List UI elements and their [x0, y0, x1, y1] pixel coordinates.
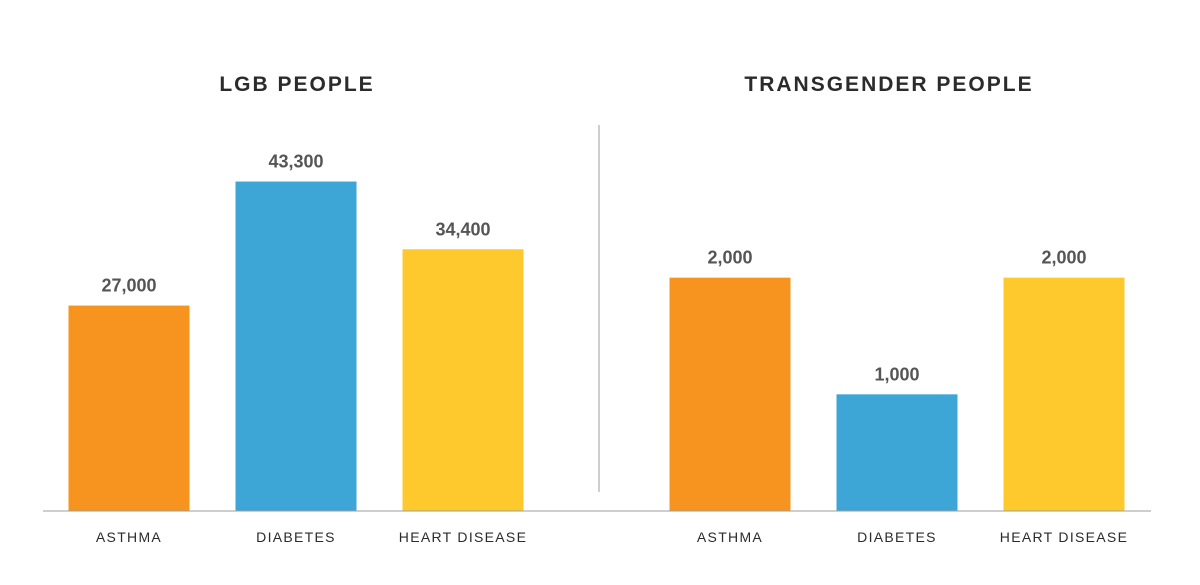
- value-label-transgender-heart-disease: 2,000: [1041, 248, 1086, 268]
- panel-title-transgender: TRANSGENDER PEOPLE: [744, 73, 1033, 96]
- value-label-lgb-asthma: 27,000: [101, 276, 156, 296]
- value-label-transgender-asthma: 2,000: [707, 248, 752, 268]
- category-label-transgender-heart-disease: HEART DISEASE: [1000, 529, 1128, 545]
- value-label-lgb-diabetes: 43,300: [268, 152, 323, 172]
- bar-lgb-diabetes: [235, 181, 357, 512]
- category-label-transgender-diabetes: DIABETES: [857, 529, 937, 545]
- bar-lgb-heart-disease: [402, 249, 524, 511]
- category-label-lgb-diabetes: DIABETES: [256, 529, 336, 545]
- bar-transgender-asthma: [669, 277, 791, 511]
- value-label-transgender-diabetes: 1,000: [874, 364, 919, 384]
- category-label-transgender-asthma: ASTHMA: [697, 529, 763, 545]
- panel-lgb: LGB PEOPLE 27,000 ASTHMA 43,300 DIABETES 34,…: [68, 73, 527, 545]
- panel-title-lgb: LGB PEOPLE: [219, 73, 374, 96]
- category-label-lgb-heart-disease: HEART DISEASE: [399, 529, 527, 545]
- value-label-lgb-heart-disease: 34,400: [435, 219, 490, 239]
- bar-transgender-diabetes: [836, 394, 958, 511]
- bar-lgb-asthma: [68, 305, 190, 511]
- bar-transgender-heart-disease: [1003, 277, 1125, 511]
- panel-transgender: TRANSGENDER PEOPLE 2,000 ASTHMA 1,000 DIABE…: [669, 73, 1128, 545]
- category-label-lgb-asthma: ASTHMA: [96, 529, 162, 545]
